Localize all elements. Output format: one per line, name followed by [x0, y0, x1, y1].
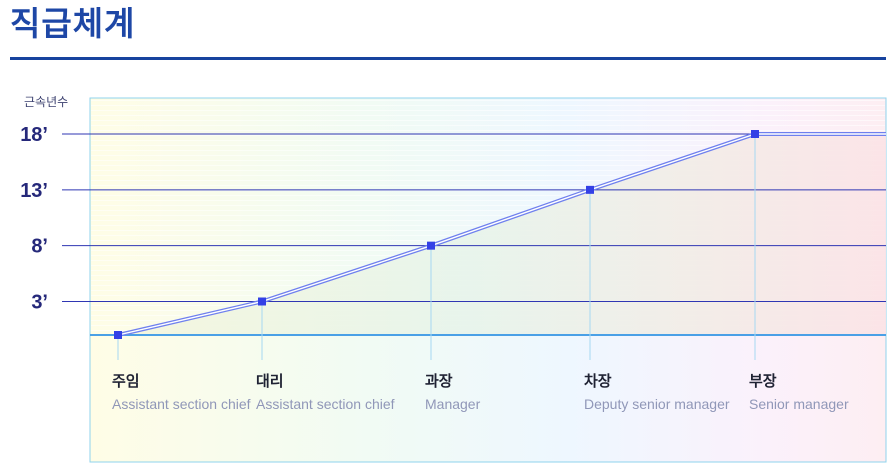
category-label-en-5: Senior manager	[749, 396, 849, 412]
y-tick-label-3: 3’	[31, 292, 48, 314]
category-label-en-1: Assistant section chief	[112, 396, 251, 412]
page-title: 직급체계	[10, 4, 136, 43]
area-fill	[118, 134, 886, 335]
category-label-ko-5: 부장	[749, 372, 777, 390]
category-label-ko-3: 과장	[425, 372, 453, 390]
category-label-ko-4: 차장	[584, 372, 612, 390]
category-label-ko-1: 주임	[112, 372, 140, 390]
data-point-1	[114, 331, 122, 339]
y-tick-label-13: 13’	[20, 180, 48, 202]
data-point-4	[586, 185, 594, 194]
series-line-inner	[117, 133, 886, 336]
data-point-5	[751, 130, 759, 138]
title-divider	[10, 57, 886, 60]
category-label-en-4: Deputy senior manager	[584, 396, 730, 412]
category-label-ko-2: 대리	[256, 372, 284, 390]
category-label-en-3: Manager	[425, 396, 481, 412]
y-axis-label: 근속년수	[24, 95, 68, 109]
data-point-2	[258, 297, 266, 306]
category-label-en-2: Assistant section chief	[256, 396, 395, 412]
y-tick-label-8: 8’	[31, 236, 48, 258]
y-tick-label-18: 18’	[20, 124, 48, 146]
data-point-3	[427, 241, 435, 250]
